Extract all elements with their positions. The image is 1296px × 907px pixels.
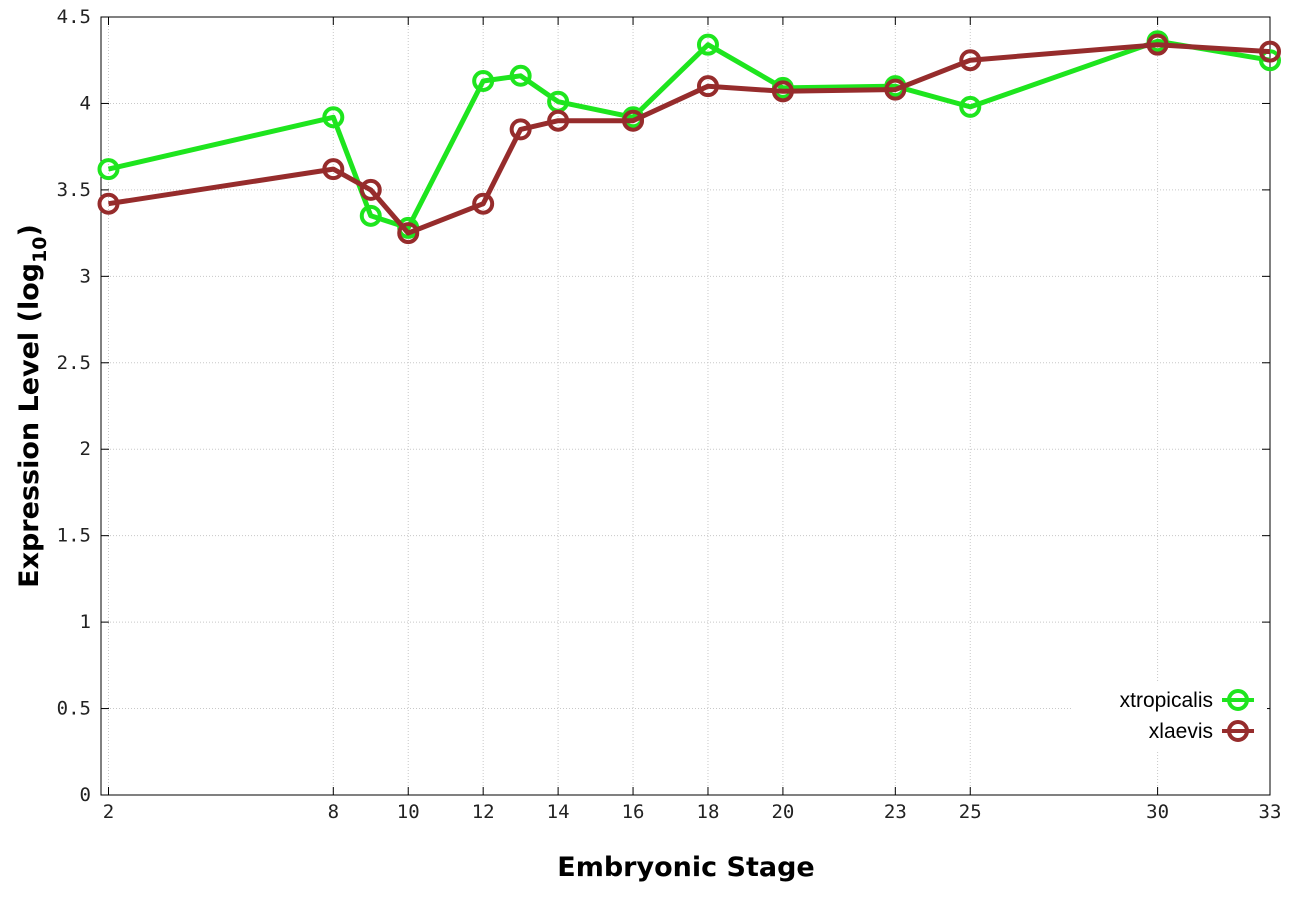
- y-axis-title-group: Expression Level (log10): [14, 224, 51, 588]
- data-point-xlaevis: [509, 118, 532, 141]
- data-point-xtropicalis: [696, 33, 719, 56]
- x-tick-label: 14: [547, 801, 570, 823]
- grid-lines: [101, 17, 1270, 795]
- y-tick-label: 2: [80, 438, 91, 460]
- series-line-xtropicalis: [107, 38, 1271, 231]
- x-tick-label: 18: [697, 801, 720, 823]
- data-point-xlaevis: [97, 192, 120, 215]
- y-tick-label: 1.5: [57, 525, 91, 547]
- data-point-xlaevis: [397, 222, 420, 245]
- data-point-xtropicalis: [97, 158, 120, 181]
- x-tick-label: 23: [884, 801, 907, 823]
- legend: xtropicalis xlaevis: [1072, 681, 1267, 751]
- legend-marker-xlaevis: [1227, 720, 1249, 742]
- legend-label-xlaevis: xlaevis: [1149, 720, 1213, 743]
- x-tick-label: 10: [397, 801, 420, 823]
- y-axis-title: Expression Level (log10): [14, 224, 51, 588]
- y-tick-label: 3.5: [57, 179, 91, 201]
- y-tick-label: 2.5: [57, 352, 91, 374]
- series-xtropicalis: [97, 30, 1281, 239]
- y-tick-label: 3: [80, 265, 91, 287]
- x-tick-label: 8: [328, 801, 339, 823]
- data-point-xlaevis: [359, 178, 382, 201]
- data-point-xlaevis: [1259, 40, 1281, 63]
- series-lines: [97, 30, 1281, 245]
- y-axis-title-main: Expression Level: [14, 332, 45, 588]
- legend-marker-xtropicalis: [1227, 689, 1249, 711]
- data-point-xlaevis: [884, 78, 907, 101]
- legend-label-xtropicalis: xtropicalis: [1120, 689, 1213, 712]
- data-point-xlaevis: [771, 80, 794, 103]
- y-tick-label: 0.5: [57, 698, 91, 720]
- y-axis-title-subscript: 10: [29, 236, 51, 262]
- x-tick-label: 33: [1259, 801, 1282, 823]
- data-point-xtropicalis: [509, 64, 532, 87]
- x-tick-label: 25: [959, 801, 982, 823]
- series-xlaevis: [97, 33, 1281, 245]
- y-tick-label: 4: [80, 92, 91, 114]
- x-tick-label: 30: [1146, 801, 1169, 823]
- data-point-xtropicalis: [322, 106, 345, 129]
- data-point-xlaevis: [696, 75, 719, 98]
- data-point-xlaevis: [547, 109, 570, 132]
- data-point-xtropicalis: [959, 95, 982, 118]
- data-point-xlaevis: [622, 109, 645, 132]
- x-axis-title: Embryonic Stage: [557, 852, 814, 883]
- data-point-xtropicalis: [359, 204, 382, 227]
- x-tick-label: 12: [472, 801, 495, 823]
- y-tick-label: 1: [80, 611, 91, 633]
- data-point-xtropicalis: [472, 69, 495, 92]
- data-point-xlaevis: [959, 49, 982, 72]
- y-tick-label: 0: [80, 784, 91, 806]
- plot-frame: [100, 16, 1271, 796]
- data-point-xlaevis: [1146, 33, 1169, 56]
- y-tick-label: 4.5: [57, 6, 91, 28]
- x-tick-label: 20: [771, 801, 794, 823]
- data-point-xlaevis: [472, 192, 495, 215]
- data-point-xlaevis: [322, 158, 345, 181]
- series-line-xlaevis: [108, 42, 1271, 236]
- x-tick-label: 2: [103, 801, 114, 823]
- x-tick-label: 16: [622, 801, 645, 823]
- axis-ticks: 0 0.5 1 1.5 2 2.5 3 3.5 4 4.5 2 8 10 12 14 16 18 20 23 25 30…: [57, 6, 1282, 823]
